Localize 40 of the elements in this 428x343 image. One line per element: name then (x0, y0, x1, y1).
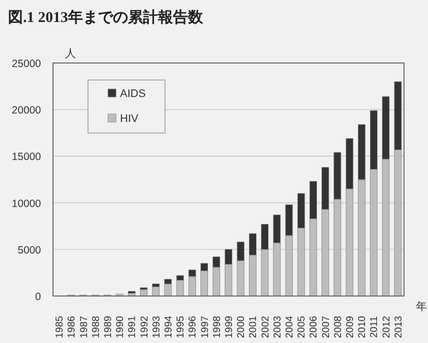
x-tick-label: 2011 (369, 316, 380, 338)
x-tick-label: 1986 (66, 315, 78, 338)
x-tick-label: 1999 (224, 315, 235, 338)
x-tick-label: 1991 (127, 315, 138, 338)
legend-label: AIDS (120, 88, 146, 100)
x-tick-label: 2002 (260, 315, 272, 338)
y-tick-label: 0 (35, 291, 42, 303)
y-tick-label: 10000 (12, 198, 42, 210)
x-tick-label: 1994 (163, 315, 174, 338)
y-tick-label: 15000 (12, 151, 42, 164)
x-tick-label: 1995 (176, 315, 187, 338)
x-tick-label: 1985 (54, 315, 66, 338)
x-tick-label: 1988 (90, 315, 102, 338)
x-tick-label: 2013 (393, 315, 404, 338)
x-tick-label: 1989 (102, 315, 114, 338)
x-tick-label: 1993 (151, 315, 162, 338)
x-tick-label: 1990 (115, 315, 126, 338)
y-tick-label: 5000 (18, 244, 42, 256)
x-tick-label: 2009 (345, 315, 356, 338)
x-tick-label: 1992 (139, 315, 150, 338)
x-tick-label: 2005 (296, 315, 308, 338)
x-tick-label: 1997 (200, 315, 211, 338)
y-tick-label: 20000 (12, 104, 42, 117)
x-tick-label: 2004 (284, 315, 296, 338)
y-tick-label: 25000 (12, 58, 42, 70)
legend-label: HIV (120, 113, 139, 125)
x-tick-label: 2006 (308, 315, 320, 338)
y-axis-title: 人 (65, 48, 76, 60)
x-tick-label: 1998 (212, 315, 223, 338)
x-tick-label: 2010 (357, 315, 368, 338)
x-tick-label: 2000 (236, 315, 248, 338)
x-tick-label: 2007 (320, 315, 332, 338)
x-tick-label: 2001 (248, 315, 260, 338)
x-axis-title: 年 (416, 301, 427, 313)
chart-title: 図.1 2013年までの累計報告数 (8, 9, 204, 26)
x-tick-label: 1996 (188, 315, 199, 338)
x-tick-label: 2012 (381, 315, 392, 338)
x-tick-label: 2003 (272, 315, 284, 338)
x-tick-label: 2008 (332, 315, 344, 338)
x-tick-label: 1987 (78, 315, 90, 338)
